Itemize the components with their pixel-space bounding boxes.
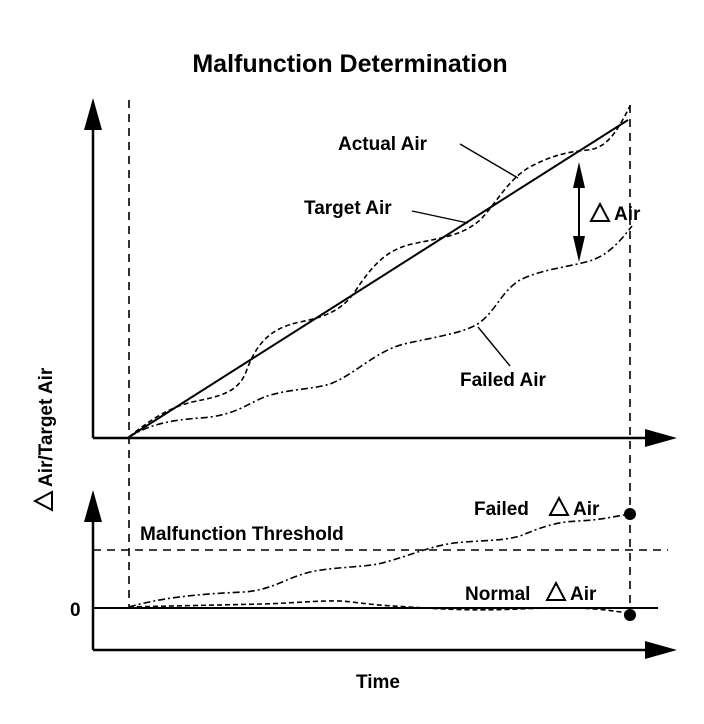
malfunction-threshold-label: Malfunction Threshold (140, 524, 344, 545)
delta-air-label-group: Air (589, 201, 641, 225)
actual-air-leader (459, 143, 519, 179)
lower-x-axis-arrow (645, 641, 677, 659)
normal-delta-air-endpoint (624, 609, 636, 621)
y-axis-label: Air/Target Air (36, 367, 57, 487)
delta-air-label: Air (614, 204, 641, 225)
normal-delta-icon (545, 580, 567, 601)
failed-air-leader (477, 326, 511, 367)
failed-delta-air-endpoint (624, 508, 636, 520)
upper-x-axis-arrow (645, 429, 677, 447)
failed-air-label: Failed Air (460, 370, 546, 391)
target-air-label: Target Air (304, 198, 392, 219)
delta-air-arrow-up (573, 162, 585, 188)
delta-air-arrow-down (573, 236, 585, 262)
normal-delta-air-label: Normal (465, 584, 530, 605)
upper-y-axis-arrow (84, 98, 102, 130)
normal-delta-air-suffix: Air (570, 584, 597, 605)
delta-icon (589, 201, 611, 222)
failed-delta-air-suffix: Air (573, 499, 600, 520)
failed-delta-air-curve (128, 513, 631, 608)
normal-delta-air-curve (128, 600, 631, 615)
zero-label: 0 (70, 600, 81, 621)
target-air-leader (411, 210, 469, 224)
failed-delta-icon (548, 495, 570, 516)
y-axis-delta-icon (32, 490, 53, 512)
failed-delta-air-label: Failed (474, 499, 529, 520)
actual-air-curve (128, 105, 631, 438)
normal-delta-air-label-group: Normal Air (465, 580, 597, 605)
target-air-line (128, 119, 629, 438)
lower-y-axis-arrow (84, 490, 102, 522)
x-axis-label: Time (356, 672, 400, 693)
failed-delta-air-label-group: Failed Air (474, 495, 600, 520)
actual-air-label: Actual Air (338, 134, 428, 155)
y-axis-label-group: Air/Target Air (32, 367, 57, 512)
diagram-title: Malfunction Determination (192, 50, 507, 78)
failed-air-curve (128, 225, 633, 438)
